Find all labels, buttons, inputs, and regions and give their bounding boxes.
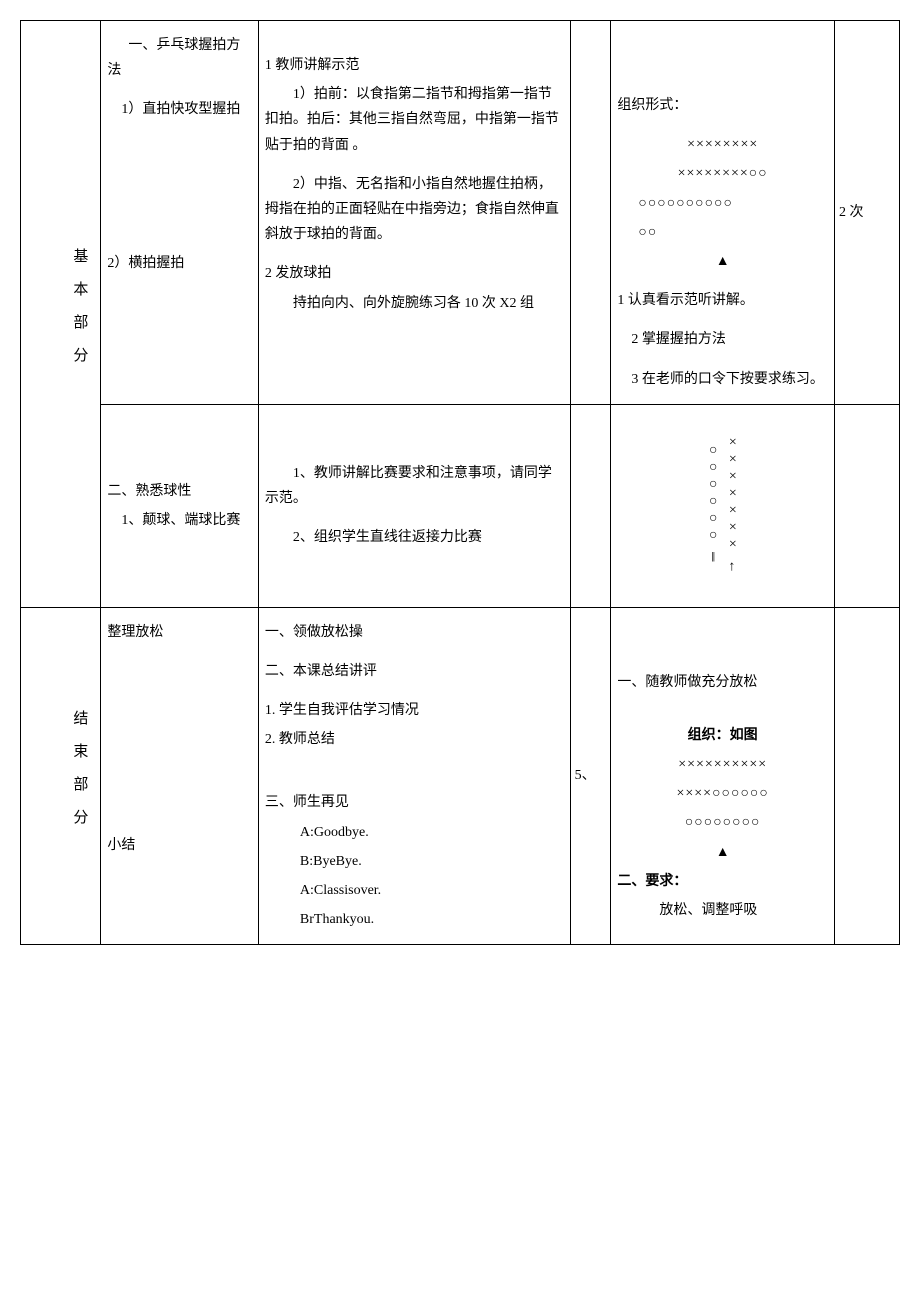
triangle-icon: ▲ [617, 249, 828, 274]
method-l3: 2）中指、无名指和小指自然地握住拍柄，拇指在拍的正面轻贴在中指旁边；食指自然伸直… [265, 172, 564, 248]
end-l5: 三、师生再见 [265, 790, 564, 815]
grip-item2: 2）横拍握拍 [107, 251, 252, 276]
grip-item1: 1）直拍快攻型握拍 [107, 97, 252, 122]
basic-row-2: 二、熟悉球性 1、颠球、端球比赛 1、教师讲解比赛要求和注意事项，请同学示范。 … [21, 404, 900, 607]
spacer [265, 320, 564, 360]
spacer [107, 127, 252, 247]
spacer [265, 29, 564, 49]
org-label: 组织形式： [617, 93, 828, 118]
familiar-item1: 1、颠球、端球比赛 [107, 508, 252, 533]
vert-line-2: ○○○○○○ ‖ [706, 443, 721, 568]
grip-title: 一、乒乓球握拍方法 [107, 33, 252, 83]
relax-label: 整理放松 [107, 620, 252, 645]
basic-r2-time-col [570, 404, 611, 607]
basic-r1-org-col: 组织形式： ×××××××× ××××××××○○ ○○○○○○○○○○ ○○ … [611, 21, 835, 405]
end-method-col: 一、领做放松操 二、本课总结讲评 1. 学生自我评估学习情况 2. 教师总结 三… [258, 607, 570, 945]
spacer [265, 756, 564, 786]
end-l1: 一、领做放松操 [265, 620, 564, 645]
lesson-plan-page: 基本部分 一、乒乓球握拍方法 1）直拍快攻型握拍 2）横拍握拍 1 教师讲解示范… [20, 20, 900, 945]
vert-line-1: ××××××× ← [725, 435, 740, 576]
method-l1: 1 教师讲解示范 [265, 53, 564, 78]
basic-r1-count-col: 2 次 [834, 21, 899, 405]
end-count-col [834, 607, 899, 945]
end-time-col: 5、 [570, 607, 611, 945]
spacer [617, 29, 828, 89]
spacer [617, 122, 828, 128]
note-3: 3 在老师的口令下按要求练习。 [617, 367, 828, 392]
spacer [617, 357, 828, 363]
basic-r2-org-col: ××××××× ← ○○○○○○ ‖ [611, 404, 835, 607]
formation-o1: ○○○○○○○○○○ [617, 191, 828, 216]
end-l7: B:ByeBye. [265, 849, 564, 874]
spacer [617, 699, 828, 719]
spacer [617, 278, 828, 284]
end-content-col: 整理放松 小结 [101, 607, 259, 945]
end-formation-3: ○○○○○○○○ [617, 810, 828, 835]
spacer [107, 649, 252, 829]
summary-label: 小结 [107, 833, 252, 858]
note-2: 2 掌握握拍方法 [617, 327, 828, 352]
spacer [265, 649, 564, 655]
end-row: 结束部分 整理放松 小结 一、领做放松操 二、本课总结讲评 1. 学生自我评估学… [21, 607, 900, 945]
end-header-text: 结束部分 [71, 710, 87, 842]
end-l9: BrThankyou. [265, 907, 564, 932]
spacer [107, 87, 252, 93]
method2-l2: 2、组织学生直线往返接力比赛 [265, 525, 564, 550]
basic-r1-method-col: 1 教师讲解示范 1）拍前：以食指第二指节和拇指第一指节扣拍。拍后：其他三指自然… [258, 21, 570, 405]
method-l5: 持拍向内、向外旋腕练习各 10 次 X2 组 [265, 291, 564, 316]
basic-r2-count-col [834, 404, 899, 607]
formation-x2: ××××××××○○ [617, 161, 828, 186]
end-section-header: 结束部分 [21, 607, 101, 945]
basic-r1-content-col: 一、乒乓球握拍方法 1）直拍快攻型握拍 2）横拍握拍 [101, 21, 259, 405]
basic-r1-time-col [570, 21, 611, 405]
end-l3: 1. 学生自我评估学习情况 [265, 698, 564, 723]
end-note-1: 一、随教师做充分放松 [617, 670, 828, 695]
note-1: 1 认真看示范听讲解。 [617, 288, 828, 313]
method2-l1: 1、教师讲解比赛要求和注意事项，请同学示范。 [265, 461, 564, 511]
formation-x1: ×××××××× [617, 132, 828, 157]
end-l8: A:Classisover. [265, 878, 564, 903]
spacer [265, 162, 564, 168]
end-l6: A:Goodbye. [265, 820, 564, 845]
end-req-text: 放松、调整呼吸 [617, 898, 828, 923]
basic-row-1: 基本部分 一、乒乓球握拍方法 1）直拍快攻型握拍 2）横拍握拍 1 教师讲解示范… [21, 21, 900, 405]
basic-section-header: 基本部分 [21, 21, 101, 608]
method-l4: 2 发放球拍 [265, 261, 564, 286]
end-org-col: 一、随教师做充分放松 组织：如图 ×××××××××× ××××○○○○○○ ○… [611, 607, 835, 945]
end-l2: 二、本课总结讲评 [265, 659, 564, 684]
end-l4: 2. 教师总结 [265, 727, 564, 752]
basic-header-text: 基本部分 [71, 248, 87, 380]
basic-r2-method-col: 1、教师讲解比赛要求和注意事项，请同学示范。 2、组织学生直线往返接力比赛 [258, 404, 570, 607]
method-l2: 1）拍前：以食指第二指节和拇指第一指节扣拍。拍后：其他三指自然弯屈，中指第一指节… [265, 82, 564, 158]
spacer [265, 515, 564, 521]
end-formation-2: ××××○○○○○○ [617, 781, 828, 806]
spacer [617, 616, 828, 666]
spacer [617, 317, 828, 323]
basic-r2-content-col: 二、熟悉球性 1、颠球、端球比赛 [101, 404, 259, 607]
spacer [265, 688, 564, 694]
spacer [265, 251, 564, 257]
lesson-table: 基本部分 一、乒乓球握拍方法 1）直拍快攻型握拍 2）横拍握拍 1 教师讲解示范… [20, 20, 900, 945]
end-triangle-icon: ▲ [617, 840, 828, 865]
familiar-title: 二、熟悉球性 [107, 479, 252, 504]
formation-o2: ○○ [617, 220, 828, 245]
end-req-label: 二、要求： [617, 869, 828, 894]
end-time-value: 5、 [575, 768, 596, 783]
end-org-label: 组织：如图 [617, 723, 828, 748]
count-value: 2 次 [839, 205, 864, 220]
vertical-formation: ××××××× ← ○○○○○○ ‖ [703, 421, 742, 591]
end-formation-1: ×××××××××× [617, 752, 828, 777]
